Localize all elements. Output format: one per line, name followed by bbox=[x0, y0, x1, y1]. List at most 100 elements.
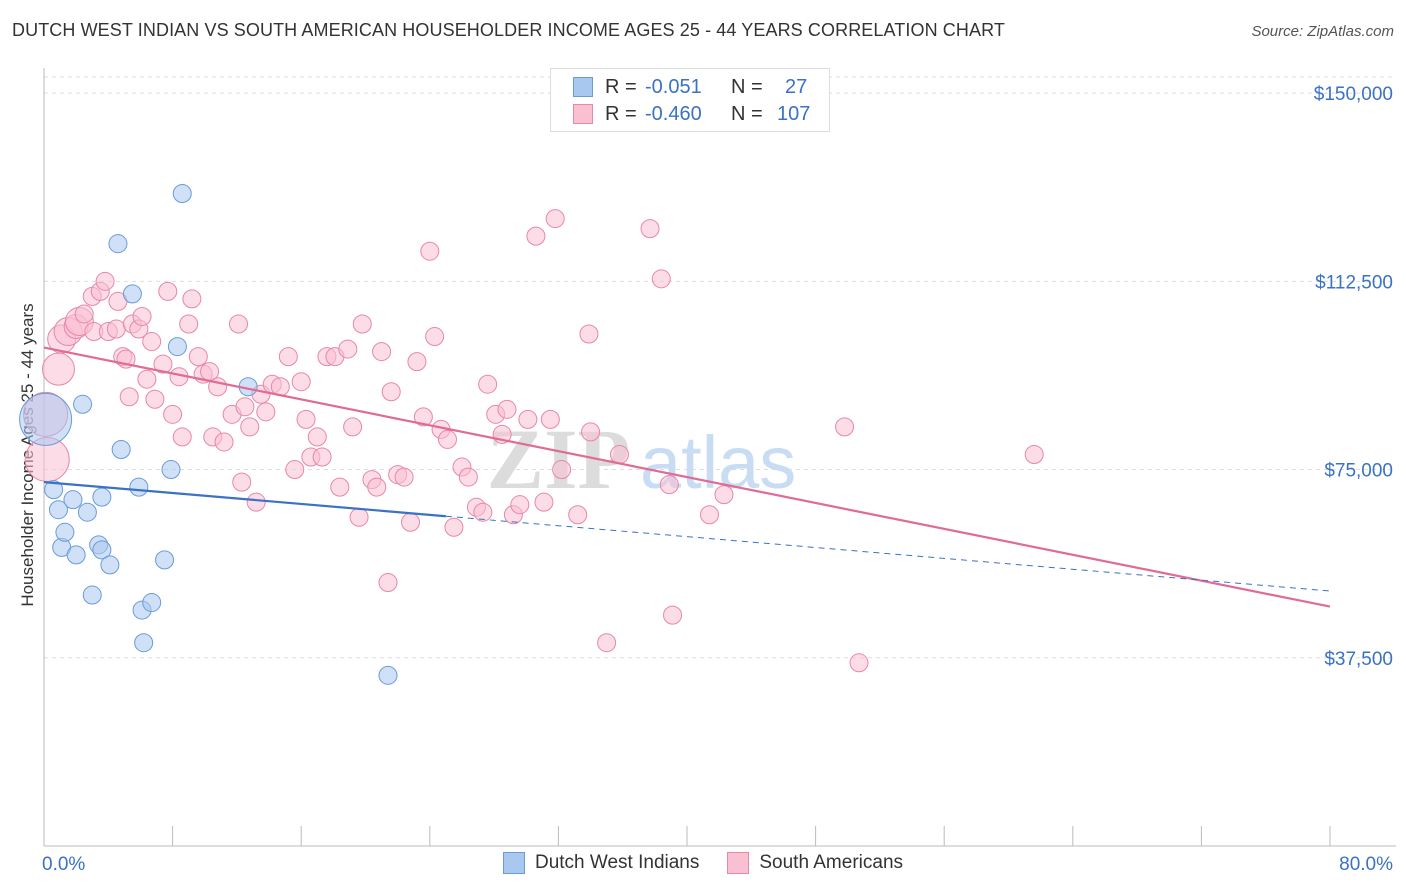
legend-n-label: N = bbox=[731, 102, 763, 125]
data-point-south-americans bbox=[214, 432, 234, 452]
data-point-south-americans bbox=[74, 304, 94, 324]
data-point-dutch-west-indians bbox=[155, 550, 175, 570]
data-point-dutch-west-indians bbox=[134, 633, 154, 653]
data-point-south-americans bbox=[518, 409, 538, 429]
legend-n-label: N = bbox=[731, 75, 763, 98]
data-point-south-americans bbox=[444, 517, 464, 537]
y-tick-label: $75,000 bbox=[1324, 461, 1393, 482]
data-point-south-americans bbox=[540, 409, 560, 429]
x-tick-label: 80.0% bbox=[1339, 854, 1393, 875]
data-point-south-americans bbox=[95, 271, 115, 291]
data-point-south-americans bbox=[545, 209, 565, 229]
legend-swatch-pink bbox=[573, 104, 593, 124]
data-point-south-americans bbox=[413, 407, 433, 427]
data-point-dutch-west-indians bbox=[66, 545, 86, 565]
data-point-south-americans bbox=[579, 324, 599, 344]
data-point-dutch-west-indians bbox=[111, 439, 131, 459]
data-point-south-americans bbox=[478, 374, 498, 394]
data-point-south-americans bbox=[849, 653, 869, 673]
y-tick-label: $150,000 bbox=[1314, 84, 1393, 105]
y-tick-label: $37,500 bbox=[1324, 649, 1393, 670]
data-point-south-americans bbox=[343, 417, 363, 437]
legend-n-value: 27 bbox=[785, 75, 808, 98]
legend-row-south-americans: R = -0.460 N = 107 bbox=[573, 102, 810, 126]
data-point-dutch-west-indians bbox=[129, 477, 149, 497]
legend-row-dutch-west-indians: R = -0.051 N = 27 bbox=[573, 75, 807, 99]
data-point-south-americans bbox=[188, 347, 208, 367]
data-point-south-americans bbox=[352, 314, 372, 334]
legend-r-label: R = bbox=[605, 75, 637, 98]
legend-r-value: -0.051 bbox=[645, 75, 702, 98]
data-point-south-americans bbox=[179, 314, 199, 334]
data-point-south-americans bbox=[597, 633, 617, 653]
data-point-dutch-west-indians bbox=[92, 487, 112, 507]
data-point-south-americans bbox=[132, 306, 152, 326]
data-point-south-americans bbox=[714, 485, 734, 505]
data-point-dutch-west-indians bbox=[73, 394, 93, 414]
data-point-dutch-west-indians bbox=[108, 234, 128, 254]
data-point-south-americans bbox=[367, 477, 387, 497]
data-point-south-americans bbox=[158, 281, 178, 301]
x-tick-label: 0.0% bbox=[42, 854, 85, 875]
data-point-south-americans bbox=[401, 512, 421, 532]
data-point-south-americans bbox=[835, 417, 855, 437]
data-point-south-americans bbox=[182, 289, 202, 309]
data-point-south-americans bbox=[420, 241, 440, 261]
series-legend: Dutch West Indians South Americans bbox=[0, 852, 1406, 874]
data-point-south-americans bbox=[510, 495, 530, 515]
data-point-dutch-west-indians bbox=[172, 183, 192, 203]
data-point-south-americans bbox=[163, 404, 183, 424]
data-point-dutch-west-indians bbox=[167, 337, 187, 357]
data-point-dutch-west-indians bbox=[92, 540, 112, 560]
data-point-south-americans bbox=[568, 505, 588, 525]
data-point-dutch-west-indians bbox=[378, 665, 398, 685]
data-point-south-americans bbox=[119, 387, 139, 407]
correlation-legend: R = -0.051 N = 27 R = -0.460 N = 107 bbox=[550, 68, 830, 132]
data-point-south-americans bbox=[659, 475, 679, 495]
data-point-south-americans bbox=[142, 332, 162, 352]
data-point-dutch-west-indians bbox=[100, 555, 120, 575]
data-point-south-americans bbox=[291, 372, 311, 392]
legend-r-label: R = bbox=[605, 102, 637, 125]
data-point-south-americans bbox=[106, 319, 126, 339]
data-point-dutch-west-indians bbox=[44, 480, 64, 500]
data-point-south-americans bbox=[296, 409, 316, 429]
y-tick-label: $112,500 bbox=[1315, 272, 1393, 293]
data-point-south-americans bbox=[394, 467, 414, 487]
data-point-south-americans bbox=[1024, 444, 1044, 464]
data-point-south-americans bbox=[153, 354, 173, 374]
legend-item-dutch-west-indians: Dutch West Indians bbox=[502, 852, 699, 874]
axes bbox=[43, 68, 1396, 847]
chart-title: DUTCH WEST INDIAN VS SOUTH AMERICAN HOUS… bbox=[12, 20, 1005, 40]
data-point-south-americans bbox=[145, 389, 165, 409]
data-point-south-americans bbox=[458, 467, 478, 487]
data-point-south-americans bbox=[349, 507, 369, 527]
data-point-south-americans bbox=[338, 339, 358, 359]
data-point-south-americans bbox=[278, 347, 298, 367]
legend-swatch-blue bbox=[502, 852, 525, 874]
data-point-south-americans bbox=[381, 382, 401, 402]
data-point-dutch-west-indians bbox=[48, 500, 68, 520]
data-point-south-americans bbox=[240, 417, 260, 437]
data-point-south-americans bbox=[651, 269, 671, 289]
legend-swatch-blue bbox=[573, 77, 593, 97]
data-point-south-americans bbox=[378, 572, 398, 592]
data-point-south-americans bbox=[425, 327, 445, 347]
data-point-south-americans bbox=[137, 369, 157, 389]
data-point-south-americans bbox=[700, 505, 720, 525]
legend-label: South Americans bbox=[759, 852, 904, 873]
series-dutch-west-indians bbox=[19, 183, 398, 685]
data-point-south-americans bbox=[372, 342, 392, 362]
watermark-zip: ZIP bbox=[487, 411, 630, 507]
legend-swatch-pink bbox=[727, 852, 750, 874]
data-point-south-americans bbox=[330, 477, 350, 497]
data-point-south-americans bbox=[407, 352, 427, 372]
data-point-south-americans bbox=[609, 444, 629, 464]
data-point-south-americans bbox=[229, 314, 249, 334]
data-point-south-americans bbox=[232, 472, 252, 492]
gridlines bbox=[44, 76, 1396, 659]
data-point-south-americans bbox=[534, 492, 554, 512]
data-point-south-americans bbox=[41, 352, 75, 386]
trend-line-dutch-west-indians bbox=[43, 481, 446, 518]
